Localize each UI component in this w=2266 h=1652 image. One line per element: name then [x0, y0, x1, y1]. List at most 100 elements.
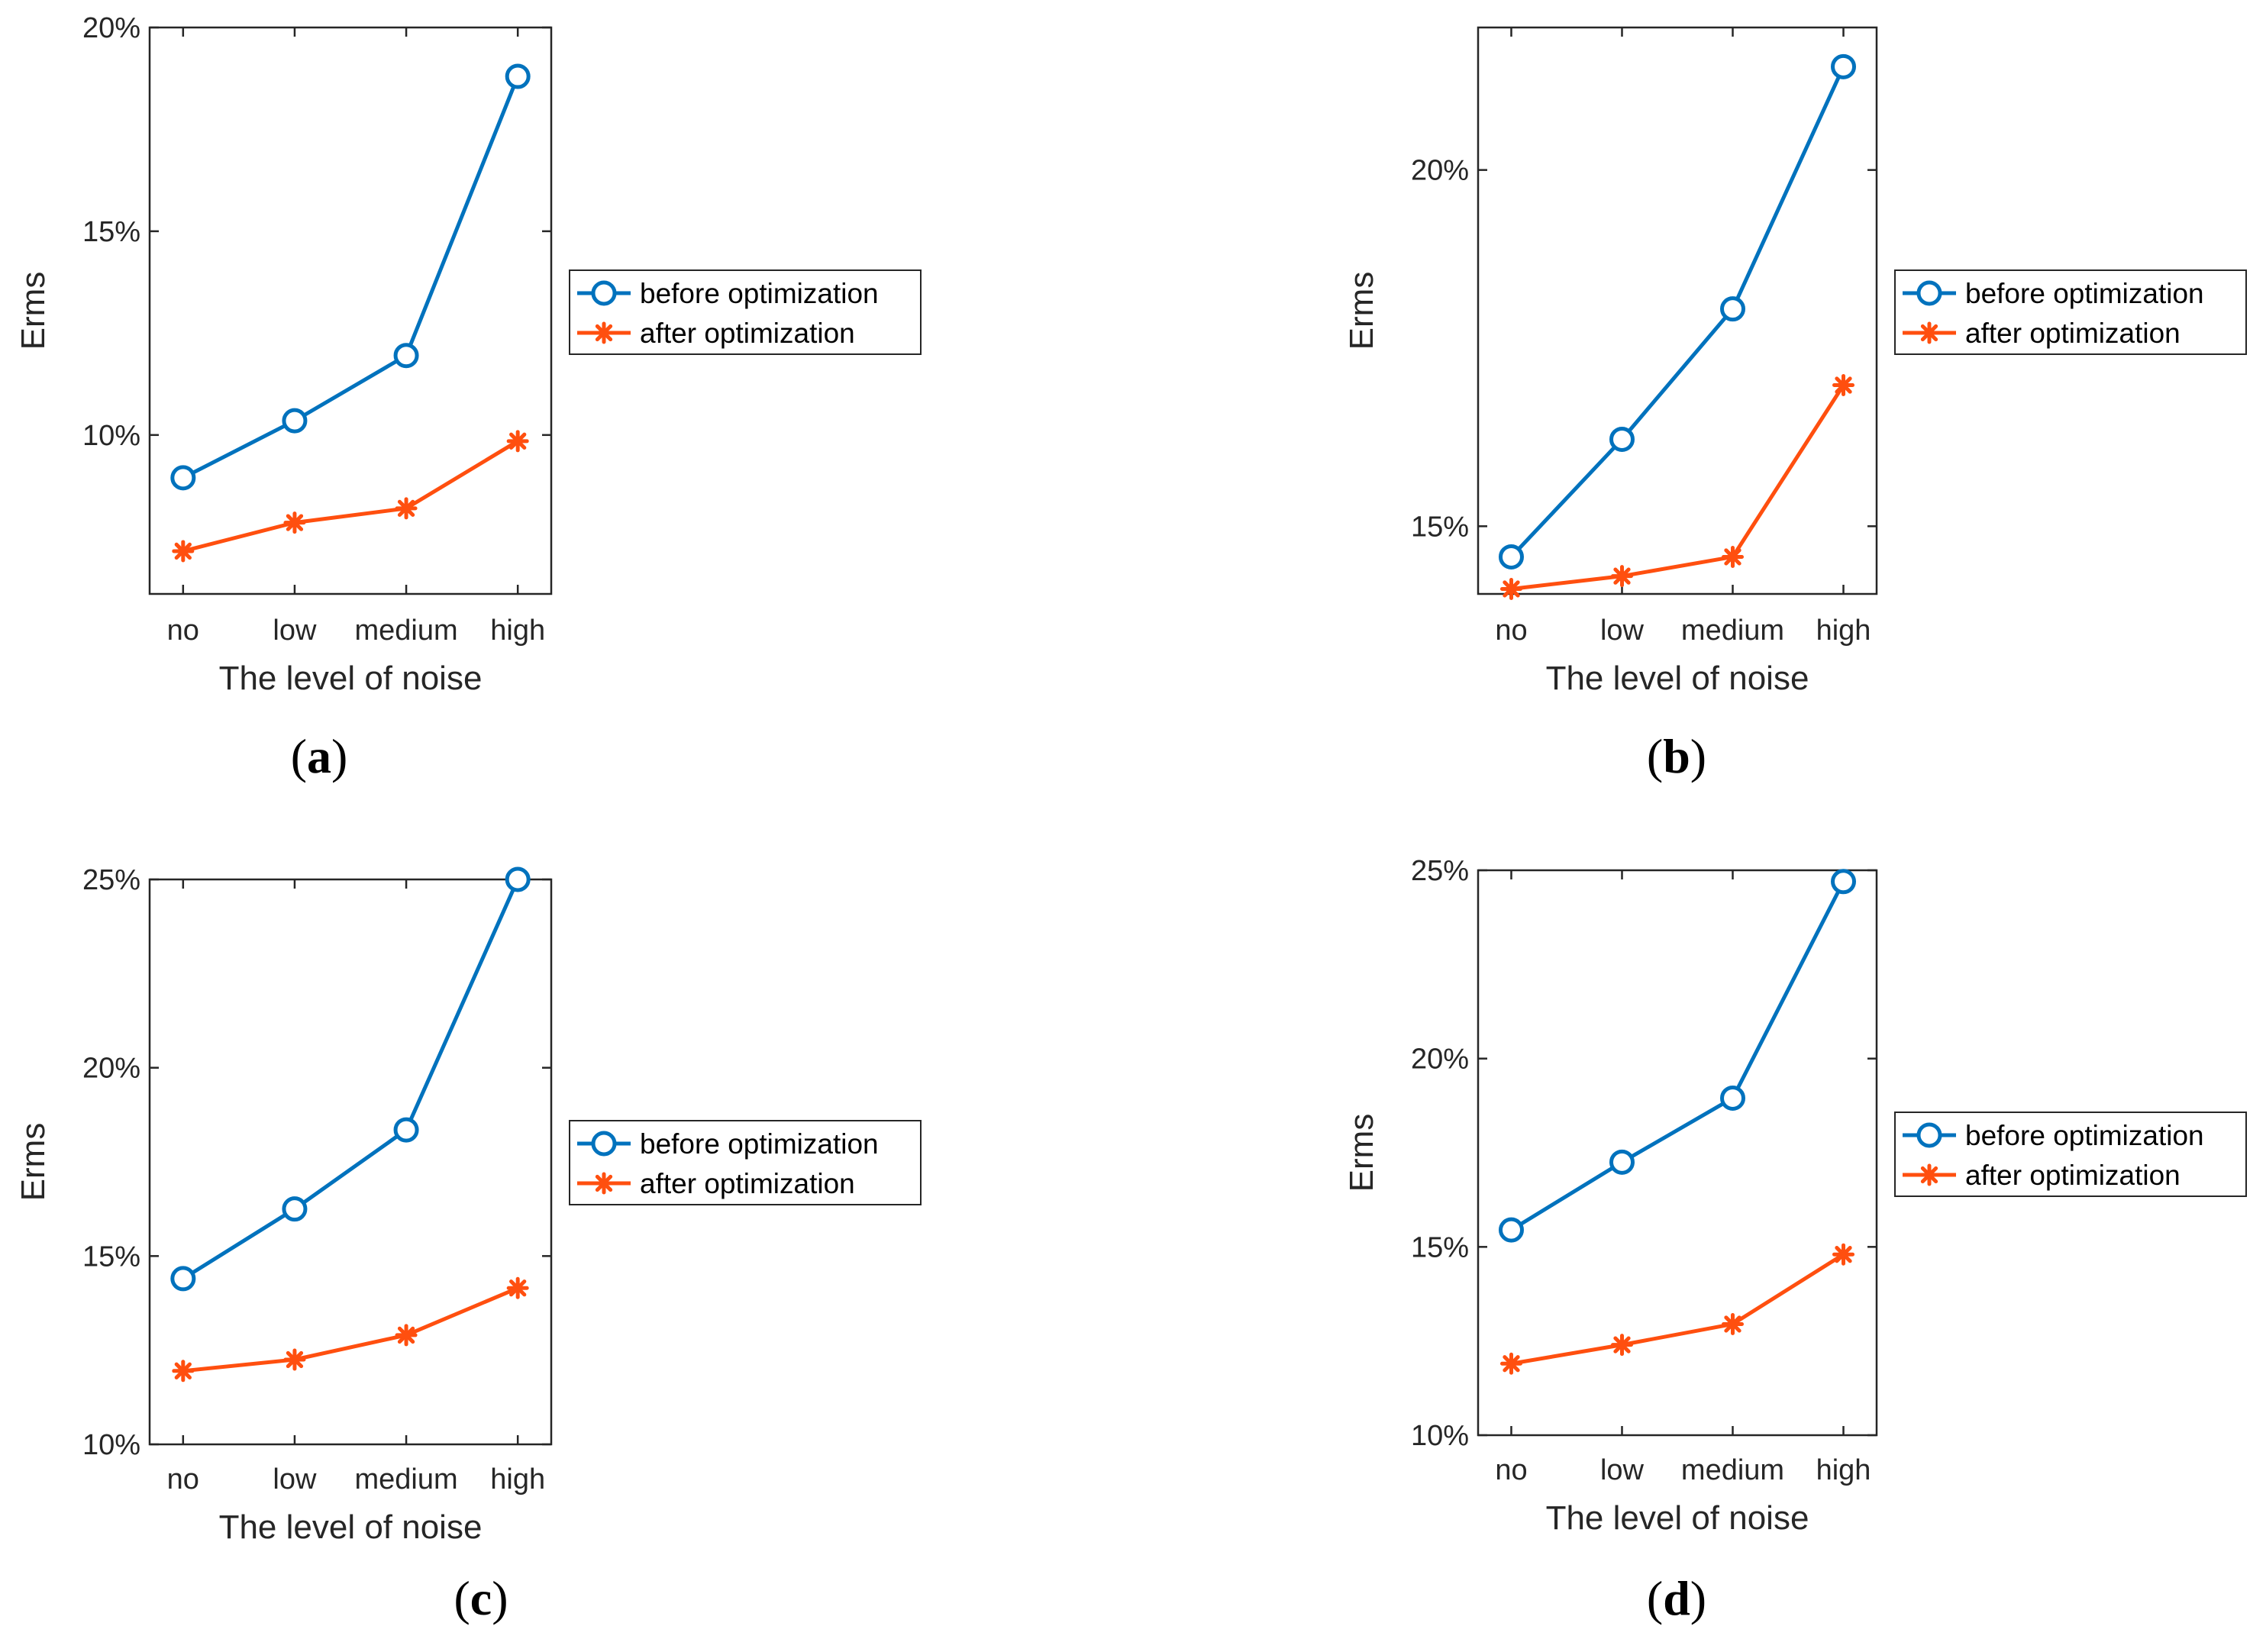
legend-box [569, 269, 922, 355]
data-point [1499, 1352, 1522, 1375]
data-point [1720, 296, 1746, 322]
x-tick-label: low [273, 615, 317, 647]
x-axis-label: The level of noise [1546, 660, 1809, 697]
data-point [393, 343, 419, 369]
legend-item-before: before optimization [1903, 278, 2204, 309]
legend: before optimization after optimization [1894, 269, 2247, 355]
legend-label: after optimization [1965, 1160, 2180, 1191]
series-line [182, 76, 520, 480]
x-tick-label: medium [354, 615, 457, 647]
data-point [395, 497, 418, 520]
legend-box [1894, 269, 2247, 355]
series-after-optimization [172, 1276, 529, 1383]
y-tick-label: 10% [1411, 1420, 1469, 1452]
y-tick-label: 15% [82, 216, 140, 248]
data-point [505, 866, 531, 892]
x-axis-label: The level of noise [219, 1508, 483, 1546]
panel-label: (c) [454, 1571, 508, 1625]
x-tick-label: low [273, 1463, 317, 1496]
series-after-optimization [1499, 1243, 1855, 1375]
legend-label: before optimization [640, 1128, 879, 1160]
legend-marker [592, 1172, 615, 1195]
y-axis-label: Erms [15, 1123, 52, 1202]
x-axis-label: The level of noise [219, 660, 483, 697]
panel-label: (d) [1647, 1571, 1706, 1625]
legend-marker [1918, 321, 1941, 344]
legend-box [1894, 1112, 2247, 1197]
legend-label: after optimization [1965, 318, 2180, 349]
legend-item-after: after optimization [1903, 318, 2180, 349]
axes-box [1477, 26, 1878, 595]
y-axis-label: Erms [1343, 1114, 1380, 1192]
y-axis-label: Erms [15, 272, 52, 350]
data-point [1499, 577, 1522, 600]
legend-box [569, 1120, 922, 1205]
y-tick-label: 20% [1411, 1044, 1469, 1076]
data-point [506, 1276, 529, 1299]
legend-marker [1918, 1163, 1941, 1186]
y-tick-label: 20% [1411, 155, 1469, 187]
legend-marker [592, 321, 615, 344]
data-point [1720, 1085, 1746, 1111]
x-tick-label: no [1495, 615, 1527, 647]
data-point [172, 1360, 195, 1383]
x-tick-label: medium [354, 1463, 457, 1496]
data-point [170, 1266, 196, 1292]
panel-letter: a [307, 729, 331, 783]
data-point [1832, 374, 1855, 397]
panel-label: (b) [1647, 729, 1706, 783]
x-tick-label: no [1495, 1454, 1527, 1486]
series-after-optimization [1499, 374, 1855, 600]
panel-letter: b [1663, 729, 1690, 783]
x-tick-label: high [490, 615, 545, 647]
series-before-optimization [170, 63, 531, 491]
series-line [182, 439, 519, 553]
data-point [1722, 1312, 1745, 1335]
legend-item-after: after optimization [577, 318, 855, 349]
x-tick-label: low [1600, 615, 1645, 647]
legend-label: after optimization [640, 1168, 855, 1199]
legend-item-before: before optimization [577, 278, 879, 309]
legend-marker [1916, 280, 1942, 306]
axes-box [148, 878, 553, 1446]
y-tick-label: 15% [1411, 511, 1469, 543]
panel-label: (a) [291, 729, 348, 783]
legend-marker [1916, 1122, 1942, 1148]
legend: before optimization after optimization [569, 1120, 922, 1205]
legend-item-after: after optimization [577, 1168, 855, 1199]
series-line [1509, 66, 1845, 559]
y-tick-label: 15% [82, 1241, 140, 1273]
panel-letter: d [1663, 1571, 1690, 1625]
x-tick-label: medium [1681, 1454, 1784, 1486]
x-tick-label: low [1600, 1454, 1645, 1486]
y-tick-label: 15% [1411, 1231, 1469, 1263]
data-point [282, 1196, 308, 1222]
axes-box [1477, 869, 1878, 1437]
x-axis-label: The level of noise [1546, 1499, 1809, 1537]
series-line [1511, 1253, 1845, 1366]
panel-b: no low medium high 15% 20% The level of noise E… [1343, 26, 2247, 783]
legend-item-before: before optimization [577, 1128, 879, 1160]
y-tick-label: 20% [82, 12, 140, 44]
data-point [172, 540, 195, 563]
legend-label: after optimization [640, 318, 855, 349]
legend-label: before optimization [640, 278, 879, 309]
legend-item-after: after optimization [1903, 1160, 2180, 1191]
x-tick-label: high [1816, 1454, 1871, 1486]
legend-marker [591, 1131, 617, 1157]
legend-marker [591, 280, 617, 306]
series-line [1510, 880, 1845, 1232]
y-tick-label: 10% [82, 1429, 140, 1461]
legend-item-before: before optimization [1903, 1120, 2204, 1151]
panel-a: no low medium high 10% 15% 20% The level of noi… [15, 12, 922, 783]
y-tick-label: 25% [82, 864, 140, 896]
data-point [1610, 565, 1633, 588]
data-point [1832, 1243, 1855, 1266]
data-point [170, 465, 196, 491]
panel-d: no low medium high 10% 15% 20% 25% The level of … [1343, 855, 2247, 1625]
x-tick-label: high [490, 1463, 545, 1496]
data-point [1498, 544, 1524, 569]
data-point [1609, 1149, 1635, 1175]
series-before-optimization [1498, 53, 1857, 569]
